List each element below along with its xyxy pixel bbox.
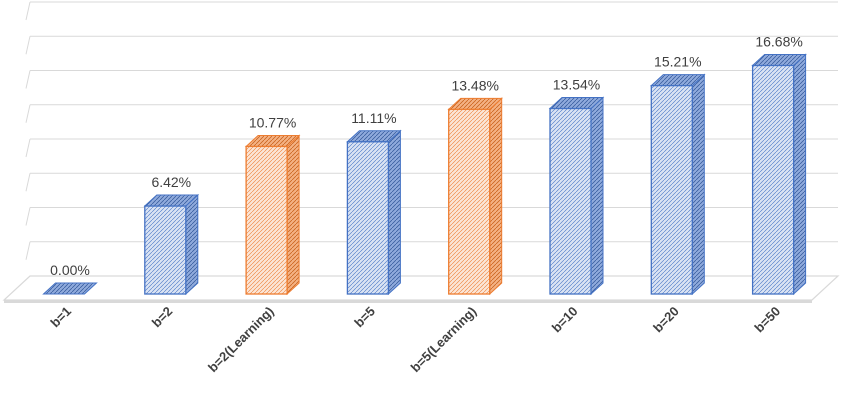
gridline-side: [25, 173, 31, 192]
bar-side: [590, 96, 604, 296]
data-label: 6.42%: [151, 174, 191, 190]
gridline-side: [25, 1, 31, 21]
bars: [42, 53, 807, 296]
bar-front: [650, 84, 693, 295]
bar: [447, 97, 503, 296]
bar-front: [346, 141, 390, 295]
gridline-side: [25, 36, 31, 55]
data-labels: 0.00% 6.42% 10.77% 11.11% 13.48% 13.54% 15.21%…: [50, 33, 803, 278]
category-label: b=2(Learning): [205, 304, 277, 376]
bar: [42, 282, 98, 295]
bar-side: [691, 73, 705, 296]
chart-floor: [2, 275, 840, 303]
gridline-side: [25, 241, 31, 260]
category-label: b=5: [351, 304, 378, 331]
category-label: b=10: [549, 304, 581, 336]
gridline-side: [25, 104, 31, 123]
bar-side: [793, 53, 807, 296]
bar-flat: [42, 282, 98, 295]
bar: [650, 73, 706, 296]
bar-side: [489, 97, 503, 296]
bar: [751, 53, 807, 296]
data-label: 11.11%: [351, 110, 396, 126]
data-label: 16.68%: [755, 33, 802, 49]
category-label: b=20: [650, 304, 682, 336]
category-label: b=5(Learning): [408, 304, 480, 376]
data-label: 10.77%: [249, 114, 296, 130]
data-label: 13.54%: [553, 77, 600, 93]
category-label: b=2: [149, 304, 176, 331]
floor-plane: [2, 275, 840, 301]
data-label: 15.21%: [654, 54, 701, 70]
gridline-side: [25, 70, 31, 89]
category-label: b=1: [47, 304, 74, 331]
bar: [548, 96, 605, 296]
gridline-side: [25, 138, 31, 158]
bar-side: [387, 129, 401, 296]
floor-edge: [4, 300, 812, 303]
data-label: 0.00%: [50, 262, 90, 278]
gridline-side: [25, 207, 31, 226]
bar-side: [286, 134, 300, 296]
bar-front: [245, 145, 288, 295]
category-label: b=50: [751, 304, 783, 336]
bar: [244, 134, 301, 296]
bar-front: [549, 107, 592, 295]
bar-front: [751, 64, 795, 295]
bar: [346, 129, 402, 296]
data-label: 13.48%: [451, 77, 498, 93]
category-tick-labels: b=1 b=2 b=2(Learning) b=5 b=5(Learning) b=10 b…: [47, 304, 783, 376]
bar-front: [144, 205, 187, 295]
bar-side: [185, 193, 199, 296]
bar: [143, 193, 200, 296]
bar-front: [448, 108, 491, 295]
